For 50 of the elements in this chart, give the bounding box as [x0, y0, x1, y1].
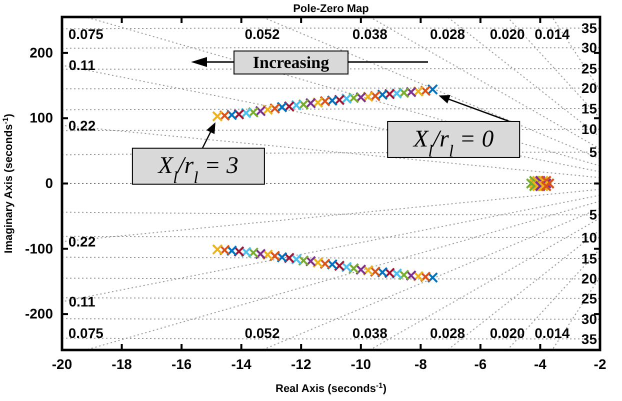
- series-label: 25: [581, 290, 598, 306]
- x-tick-label: -12: [290, 356, 312, 372]
- series-label: 15: [581, 100, 598, 116]
- chart-title: Pole-Zero Map: [293, 3, 370, 15]
- series-label: 0.11: [68, 294, 96, 310]
- x-axis-title: Real Axis (seconds$^{-1}$): [276, 380, 387, 395]
- series-label: 0.038: [352, 26, 388, 42]
- series-label: 0.052: [244, 26, 280, 42]
- x-tick-label: -14: [231, 356, 252, 372]
- x-tick-label: -18: [112, 356, 132, 372]
- series-label: 10: [581, 230, 598, 246]
- series-label: 30: [581, 311, 598, 328]
- y-tick-label: 0: [45, 174, 54, 191]
- series-label: 0.020: [490, 26, 526, 42]
- x-tick-label: -2: [594, 356, 606, 372]
- series-label: 0.014: [534, 324, 570, 341]
- series-label: 35: [581, 20, 598, 36]
- series-label: 30: [581, 40, 598, 56]
- series-label: 20: [581, 80, 598, 96]
- x-tick-label: -6: [474, 356, 487, 372]
- annotation: X$_{l}$/r$_{l}$ = 3: [157, 153, 239, 187]
- series-label: 0.052: [244, 324, 280, 341]
- series-label: 0.075: [68, 324, 104, 341]
- annotation: X$_{l}$/r$_{l}$ = 0: [412, 126, 494, 160]
- series-label: 0.038: [352, 324, 388, 341]
- x-tick-label: -4: [534, 356, 547, 372]
- series-label: 10: [581, 121, 598, 138]
- x-tick-label: -20: [52, 356, 72, 372]
- series-label: 0.22: [68, 234, 96, 250]
- annotation: Increasing: [252, 53, 330, 72]
- series-label: 0.020: [490, 324, 526, 341]
- series-label: 0.22: [68, 117, 96, 134]
- series-label: 35: [581, 330, 598, 347]
- series-label: 0.028: [430, 324, 466, 341]
- series-label: 0.028: [430, 26, 466, 42]
- x-tick-label: -10: [350, 356, 372, 372]
- x-tick-label: -8: [414, 356, 428, 372]
- series-label: 0.11: [68, 57, 96, 74]
- series-label: 20: [581, 270, 598, 287]
- y-tick-label: -100: [24, 240, 54, 256]
- series-label: 25: [581, 60, 598, 76]
- y-tick-label: -200: [24, 306, 54, 322]
- y-tick-label: 200: [30, 44, 54, 60]
- series-label: 5: [589, 144, 598, 160]
- series-label: 15: [581, 250, 598, 266]
- x-tick-label: -16: [171, 356, 192, 372]
- series-label: 0.075: [68, 26, 104, 42]
- y-tick-label: 100: [30, 110, 54, 126]
- series-label: 5: [589, 206, 598, 223]
- series-label: 0.014: [534, 26, 570, 42]
